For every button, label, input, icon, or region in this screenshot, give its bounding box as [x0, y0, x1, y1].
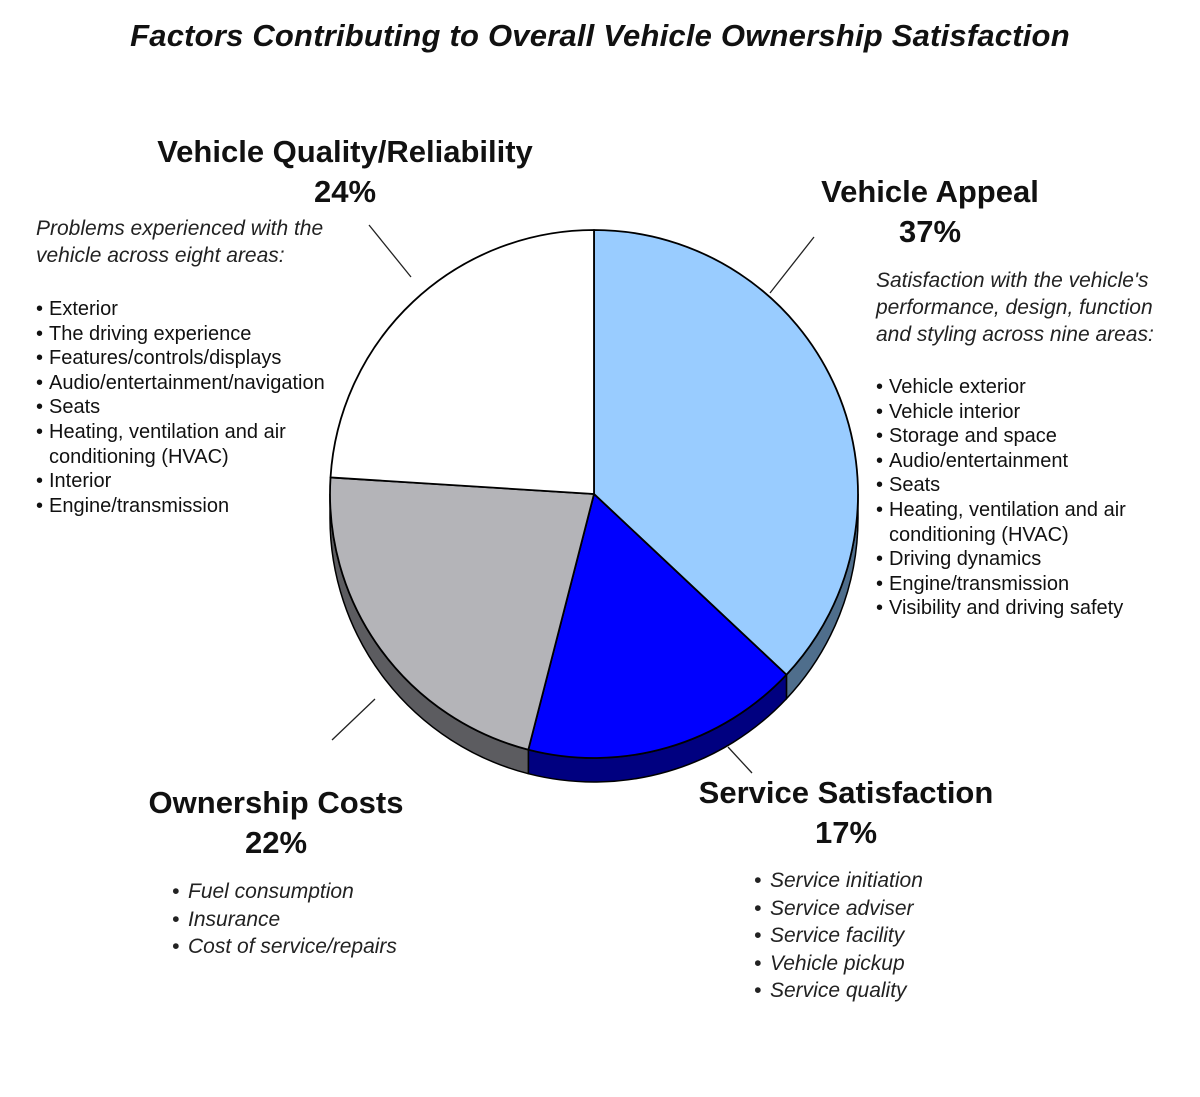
pie-slice-service [527, 493, 788, 759]
quality-desc-line2: vehicle across eight areas: [36, 244, 285, 267]
chart-title: Factors Contributing to Overall Vehicle … [130, 18, 1070, 53]
pie-slice-quality [329, 229, 595, 495]
leader-line-appeal [769, 236, 815, 294]
list-item: Vehicle interior [876, 400, 1141, 425]
leader-line-costs [331, 698, 376, 741]
list-item: Insurance [172, 906, 432, 934]
label-costs-name: Ownership Costs [148, 785, 404, 820]
costs-list: Fuel consumption Insurance Cost of servi… [172, 878, 432, 961]
label-appeal-pct: 37% [898, 214, 962, 249]
list-item: Vehicle exterior [876, 375, 1141, 400]
list-item: Driving dynamics [876, 547, 1141, 572]
list-item: Features/controls/displays [36, 346, 296, 371]
label-appeal-name: Vehicle Appeal [821, 174, 1039, 209]
list-item: Heating, ventilation and air conditionin… [876, 498, 1141, 547]
quality-desc-line1: Problems experienced with the [36, 217, 324, 240]
label-quality-name: Vehicle Quality/Reliability [157, 134, 533, 169]
label-quality: Vehicle Quality/Reliability 24% [140, 132, 550, 212]
appeal-desc-line3: and styling across nine areas: [876, 323, 1154, 346]
label-costs-pct: 22% [244, 825, 308, 860]
service-list: Service initiation Service adviser Servi… [754, 867, 984, 1005]
label-service: Service Satisfaction 17% [680, 773, 1012, 853]
list-item: Service facility [754, 922, 984, 950]
quality-description: Problems experienced with the vehicle ac… [36, 215, 366, 269]
list-item: Audio/entertainment [876, 449, 1141, 474]
list-item: Seats [36, 395, 296, 420]
appeal-description: Satisfaction with the vehicle's performa… [876, 267, 1196, 348]
list-item: Fuel consumption [172, 878, 432, 906]
list-item: Vehicle pickup [754, 950, 984, 978]
list-item: Engine/transmission [876, 572, 1141, 597]
appeal-desc-line1: Satisfaction with the vehicle's [876, 269, 1149, 292]
list-item: Visibility and driving safety [876, 596, 1141, 621]
leader-line-quality [368, 224, 412, 278]
list-item: Service adviser [754, 895, 984, 923]
list-item: Cost of service/repairs [172, 933, 432, 961]
appeal-list: Vehicle exterior Vehicle interior Storag… [876, 375, 1141, 621]
label-quality-pct: 24% [313, 174, 377, 209]
list-item: Heating, ventilation and air conditionin… [36, 420, 296, 469]
list-item: Storage and space [876, 424, 1141, 449]
label-costs: Ownership Costs 22% [120, 783, 432, 863]
appeal-desc-line2: performance, design, function [876, 296, 1153, 319]
list-item: Seats [876, 473, 1141, 498]
label-appeal: Vehicle Appeal 37% [790, 172, 1070, 252]
leader-line-service [727, 746, 753, 774]
label-service-pct: 17% [814, 815, 878, 850]
list-item: Service quality [754, 977, 984, 1005]
pie-slice-costs [329, 476, 595, 751]
list-item: Exterior [36, 297, 296, 322]
label-service-name: Service Satisfaction [698, 775, 994, 810]
pie-slice-appeal [593, 229, 859, 676]
list-item: The driving experience [36, 322, 296, 347]
list-item: Engine/transmission [36, 494, 296, 519]
quality-list: Exterior The driving experience Features… [36, 297, 325, 519]
list-item: Service initiation [754, 867, 984, 895]
list-item: Interior [36, 469, 296, 494]
list-item: Audio/entertainment/navigation [36, 371, 325, 396]
